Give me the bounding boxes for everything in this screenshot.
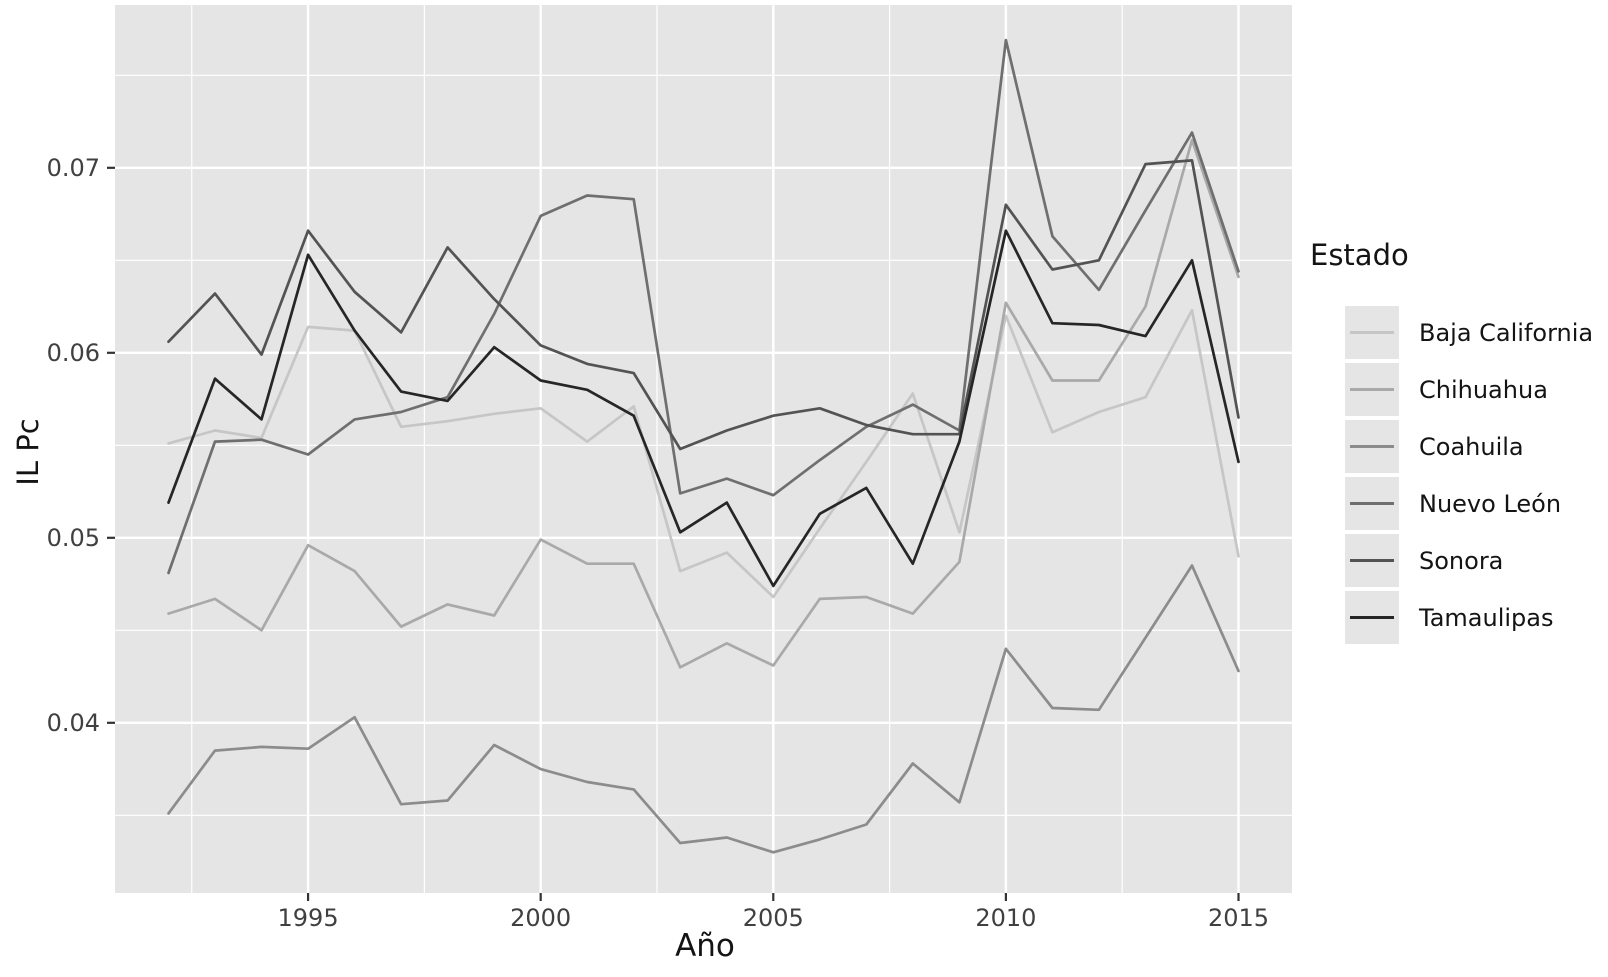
legend-item-coahuila: Coahuila bbox=[1308, 418, 1593, 475]
legend-key-swatch bbox=[1345, 363, 1399, 416]
legend-key-swatch bbox=[1345, 420, 1399, 473]
y-tick-label: 0.05 bbox=[46, 523, 100, 552]
x-tick-label: 2010 bbox=[975, 904, 1037, 932]
legend-item-nuevo-leon: Nuevo León bbox=[1308, 475, 1593, 532]
legend-item-label: Coahuila bbox=[1419, 432, 1524, 461]
legend: Estado Baja California Chihuahua Coahuil… bbox=[1308, 238, 1598, 644]
y-tick-label: 0.06 bbox=[46, 338, 100, 367]
x-tick-label: 2015 bbox=[1207, 904, 1270, 932]
series-line-tamaulipas bbox=[167, 229, 1240, 588]
legend-items: Baja California Chihuahua Coahuila Nuevo… bbox=[1308, 304, 1593, 646]
legend-key-swatch bbox=[1345, 534, 1399, 587]
legend-item-label: Baja California bbox=[1419, 318, 1594, 347]
legend-item-label: Nuevo León bbox=[1419, 489, 1562, 518]
x-axis-title: Año bbox=[675, 928, 735, 964]
legend-key-line-icon bbox=[1350, 331, 1394, 334]
y-axis-title: IL Pc bbox=[11, 418, 45, 486]
legend-key-line-icon bbox=[1350, 388, 1394, 391]
legend-title: Estado bbox=[1310, 238, 1409, 272]
x-tick-label: 2005 bbox=[742, 904, 804, 932]
x-tick-label: 1995 bbox=[277, 904, 339, 932]
legend-item-label: Chihuahua bbox=[1419, 375, 1548, 404]
series-line-chihuahua bbox=[167, 138, 1240, 669]
legend-item-chihuahua: Chihuahua bbox=[1308, 361, 1593, 418]
legend-key-line-icon bbox=[1350, 559, 1394, 562]
legend-key-line-icon bbox=[1350, 445, 1394, 448]
series-line-sonora bbox=[167, 159, 1240, 451]
legend-key-swatch bbox=[1345, 591, 1399, 644]
y-tick-label: 0.04 bbox=[46, 708, 100, 737]
legend-item-tamaulipas: Tamaulipas bbox=[1308, 589, 1593, 646]
y-tick-label: 0.07 bbox=[46, 153, 100, 182]
series-line-nuevo-león bbox=[167, 38, 1240, 575]
legend-item-label: Tamaulipas bbox=[1419, 603, 1554, 632]
series-line-coahuila bbox=[167, 564, 1240, 854]
legend-key-swatch bbox=[1345, 477, 1399, 530]
legend-item-label: Sonora bbox=[1419, 546, 1504, 575]
series-line-baja-california bbox=[167, 308, 1240, 599]
legend-key-line-icon bbox=[1350, 616, 1394, 619]
legend-key-line-icon bbox=[1350, 502, 1394, 505]
x-tick-label: 2000 bbox=[510, 904, 572, 932]
legend-item-sonora: Sonora bbox=[1308, 532, 1593, 589]
legend-key-swatch bbox=[1345, 306, 1399, 359]
legend-item-baja-california: Baja California bbox=[1308, 304, 1593, 361]
